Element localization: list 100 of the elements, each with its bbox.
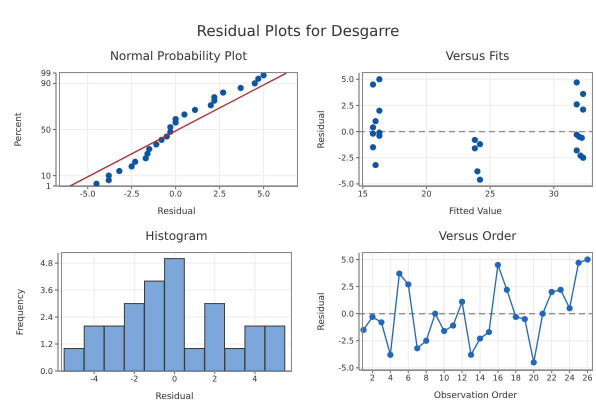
chart-title: Versus Order xyxy=(438,229,518,243)
y-tick-label: 2.4 xyxy=(40,312,53,322)
point xyxy=(376,76,382,82)
x-axis-title: Fitted Value xyxy=(449,207,502,217)
x-tick-label: 26 xyxy=(582,374,593,383)
y-axis-title: Frequency xyxy=(16,288,26,336)
chart-title: Normal Probability Plot xyxy=(108,49,248,63)
y-tick-label: -2.5 xyxy=(338,336,354,346)
x-tick-label: 24 xyxy=(564,374,575,383)
y-tick-label: 1.2 xyxy=(40,340,53,349)
point xyxy=(153,141,160,148)
point xyxy=(181,111,188,118)
point xyxy=(504,286,510,293)
y-tick-label: 2.5 xyxy=(341,101,354,110)
y-tick-label: 4.8 xyxy=(40,258,53,268)
point xyxy=(472,136,478,144)
x-tick-label: 20 xyxy=(528,374,539,383)
point xyxy=(472,145,478,152)
point xyxy=(370,144,376,150)
point xyxy=(486,328,492,336)
x-tick-label: 22 xyxy=(546,374,557,383)
point xyxy=(128,163,135,170)
point xyxy=(252,80,258,86)
x-tick-label: 14 xyxy=(474,374,486,383)
y-axis-title: Residual xyxy=(317,292,328,331)
y-tick-label: 5.0 xyxy=(341,255,354,264)
point xyxy=(369,314,376,320)
x-tick-label: -2 xyxy=(130,374,138,384)
y-tick-label: -2.5 xyxy=(338,154,354,163)
point xyxy=(146,146,152,152)
point xyxy=(512,314,519,320)
y-tick-label: 90 xyxy=(40,79,51,88)
y-tick-label: 3.6 xyxy=(40,286,53,295)
point xyxy=(580,154,586,161)
point xyxy=(540,310,546,317)
x-tick-label: 25 xyxy=(485,190,496,199)
y-axis-title: Percent xyxy=(14,112,24,146)
x-tick-label: 8 xyxy=(424,374,429,383)
point xyxy=(396,270,402,277)
point xyxy=(370,81,376,88)
point xyxy=(370,124,376,131)
x-tick-label: 4 xyxy=(388,374,393,383)
chart-title: Histogram xyxy=(144,229,209,243)
point xyxy=(494,262,502,268)
x-tick-label: 2 xyxy=(212,374,218,384)
point xyxy=(260,73,267,78)
x-tick-label: -4 xyxy=(90,374,98,384)
x-tick-label: 18 xyxy=(510,374,521,383)
point xyxy=(580,90,586,98)
point xyxy=(387,352,394,358)
point xyxy=(432,310,438,317)
point xyxy=(530,359,537,366)
y-tick-label: 2.5 xyxy=(341,282,354,292)
y-tick-label: -5.0 xyxy=(338,180,354,189)
x-tick-label: 15 xyxy=(358,190,368,199)
x-tick-label: 5.0 xyxy=(257,190,270,199)
y-tick-label: -5.0 xyxy=(338,364,354,373)
y-tick-label: 0.0 xyxy=(341,310,354,319)
point xyxy=(423,338,430,344)
point xyxy=(378,319,385,326)
y-tick-label: 5.0 xyxy=(341,75,354,84)
point xyxy=(116,168,122,174)
point xyxy=(414,345,420,352)
point xyxy=(468,352,474,358)
point xyxy=(405,281,412,288)
y-tick-label: 0.0 xyxy=(341,127,354,136)
y-axis-title: Residual xyxy=(317,110,328,149)
x-axis-title: Residual xyxy=(155,392,194,402)
x-tick-label: 10 xyxy=(439,374,450,383)
point xyxy=(370,130,376,137)
x-tick-label: 6 xyxy=(406,374,411,383)
point xyxy=(580,106,586,113)
point xyxy=(522,316,528,322)
point xyxy=(578,134,585,141)
point xyxy=(584,256,591,263)
x-tick-label: 0 xyxy=(172,374,178,384)
x-tick-label: 2.5 xyxy=(213,190,226,199)
chart-title: Versus Fits xyxy=(444,49,510,63)
point xyxy=(132,158,138,165)
point xyxy=(208,102,214,108)
point xyxy=(476,141,484,148)
x-tick-label: -2.5 xyxy=(124,190,140,199)
x-axis-title: Observation Order xyxy=(434,391,518,401)
point xyxy=(238,84,244,92)
point xyxy=(574,79,580,86)
x-tick-label: 16 xyxy=(492,374,503,383)
point xyxy=(574,101,580,108)
x-tick-label: 2 xyxy=(370,374,375,383)
x-tick-label: 4 xyxy=(252,374,258,384)
point xyxy=(192,106,198,113)
point xyxy=(566,305,573,312)
x-axis-title: Residual xyxy=(157,207,196,217)
point xyxy=(476,176,484,183)
text: Residual Plots for Desgarre xyxy=(196,22,400,40)
point xyxy=(450,322,456,329)
x-tick-label: -5.0 xyxy=(80,190,96,199)
point xyxy=(558,286,564,293)
x-tick-label: 12 xyxy=(456,374,468,383)
x-tick-label: 0.0 xyxy=(169,190,182,199)
x-tick-label: 20 xyxy=(421,190,432,199)
